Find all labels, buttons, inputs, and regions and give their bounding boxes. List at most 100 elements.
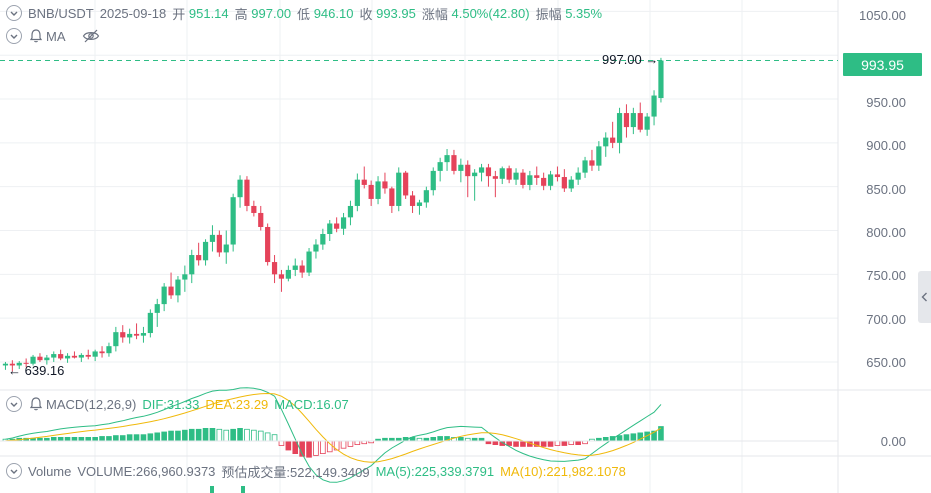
eye-off-icon[interactable] (82, 28, 100, 44)
macd-histogram-bar (313, 440, 319, 456)
macd-histogram-bar (513, 440, 519, 447)
candle-body (147, 312, 153, 334)
macd-histogram-bar (430, 436, 437, 442)
macd-histogram-bar (271, 434, 278, 442)
price-axis-label: 800.00 (866, 225, 906, 240)
macd-histogram-bar (237, 427, 243, 442)
candle-body (258, 212, 264, 227)
macd-histogram-bar (175, 430, 181, 442)
candle-body (244, 179, 250, 206)
bell-icon[interactable] (28, 396, 44, 412)
candle-body (285, 269, 291, 279)
candle-body (541, 177, 547, 186)
candle-body (37, 356, 43, 361)
macd-histogram-bar (278, 440, 285, 446)
candle-body (216, 234, 222, 253)
macd-histogram-bar (547, 440, 554, 447)
candle-body (368, 184, 374, 199)
panel-collapse-handle[interactable] (918, 271, 931, 323)
macd-histogram-bar (306, 440, 312, 458)
candle-body (520, 172, 526, 185)
macd-histogram-bar (340, 440, 347, 449)
candle-body (354, 179, 360, 206)
candle-body (161, 286, 167, 305)
candle-body (71, 355, 78, 358)
candle-body (506, 168, 512, 180)
volume-bar (241, 486, 245, 493)
candle-body (492, 176, 498, 179)
candle-body (223, 244, 229, 253)
candle-body (168, 286, 174, 296)
macd-histogram-bar (140, 434, 147, 442)
candle-body (133, 333, 140, 336)
macd-label: MACD(12,26,9) (46, 396, 137, 412)
candle-body (375, 181, 381, 199)
candle-body (154, 304, 160, 313)
chevron-down-icon[interactable] (6, 28, 22, 44)
chevron-down-icon[interactable] (6, 5, 22, 21)
candle-body (582, 160, 588, 173)
current-price-tag: 993.95 (843, 53, 922, 76)
amplitude-value: 5.35% (565, 5, 603, 21)
candle-body (513, 172, 519, 180)
candle-body (196, 255, 202, 261)
candle-body (175, 279, 181, 296)
macd-histogram-bar (106, 436, 112, 442)
candle-body (189, 255, 195, 275)
macd-histogram-bar (57, 436, 64, 442)
macd-histogram-bar (161, 431, 167, 442)
close-label: 收 (359, 6, 373, 22)
candle-body (478, 167, 485, 173)
candle-body (616, 113, 623, 143)
macd-histogram-bar (602, 436, 609, 442)
ma-label: MA (46, 28, 66, 44)
macd-histogram-bar (216, 428, 223, 442)
candle-body (99, 351, 105, 354)
arrow-right-icon: → (645, 52, 659, 67)
high-annotation: 997.00 → (602, 52, 658, 67)
macd-histogram-bar (202, 427, 209, 442)
macd-value: MACD:16.07 (274, 396, 349, 412)
candle-body (630, 113, 636, 128)
change-label: 涨幅 (421, 6, 448, 22)
macd-histogram-bar (492, 440, 499, 445)
macd-histogram-bar (575, 440, 581, 445)
candle-body (603, 137, 609, 147)
chevron-down-icon[interactable] (6, 463, 22, 479)
candle-body (527, 175, 533, 185)
macd-histogram-bar (320, 440, 326, 455)
candle-body (209, 234, 216, 242)
date-label: 2025-09-18 (99, 5, 167, 21)
macd-histogram-bar (540, 440, 547, 447)
volume-ma10: MA(10):221,982.1078 (500, 463, 626, 479)
candle-body (416, 202, 423, 206)
macd-histogram-bar (506, 440, 512, 446)
low-annotation-value: 639.16 (24, 363, 65, 378)
macd-axis-label: 0.00 (880, 434, 906, 449)
macd-histogram-bar (354, 440, 361, 445)
candle-body (534, 175, 540, 178)
candle-body (451, 155, 457, 171)
macd-histogram-bar (264, 432, 271, 442)
arrow-left-icon: ← (8, 363, 21, 378)
macd-histogram-bar (50, 436, 57, 442)
dif-value: DIF:31.33 (142, 396, 200, 412)
bell-icon[interactable] (28, 28, 44, 44)
macd-histogram-bar (78, 436, 85, 442)
volume-legend: Volume VOLUME:266,960.9373 预估成交量:522,149… (6, 461, 626, 481)
candle-body (465, 164, 471, 177)
chevron-down-icon[interactable] (6, 396, 22, 412)
macd-legend: MACD(12,26,9) DIF:31.33 DEA:23.29 MACD:1… (6, 394, 349, 414)
candle-body (485, 167, 492, 177)
high-annotation-value: 997.00 (602, 52, 642, 67)
candle-body (251, 205, 257, 213)
volume-bar (210, 486, 214, 493)
macd-histogram-bar (244, 428, 250, 442)
dea-value: DEA:23.29 (205, 396, 269, 412)
macd-histogram-bar (99, 436, 105, 442)
open-value: 951.14 (188, 5, 229, 21)
price-axis-label: 650.00 (866, 355, 906, 370)
candle-body (44, 357, 50, 361)
candle-body (278, 274, 285, 279)
